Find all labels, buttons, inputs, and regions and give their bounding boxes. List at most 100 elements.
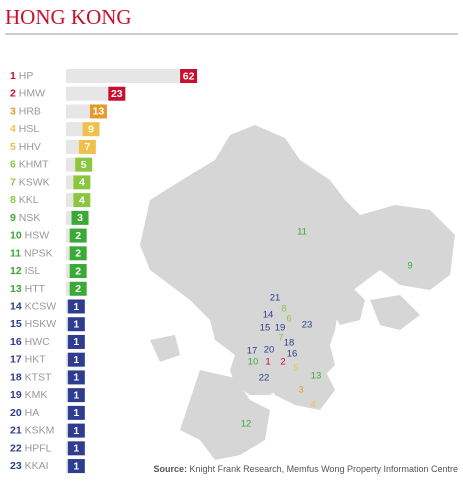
map-marker: 23	[302, 320, 313, 331]
value-box	[69, 281, 87, 296]
value-box	[67, 441, 85, 456]
category-label: HMW	[19, 88, 45, 100]
value-label: 4	[79, 177, 85, 189]
value-box	[108, 86, 126, 101]
source-note: Source: Knight Frank Research, Memfus Wo…	[154, 464, 458, 474]
row-label: 23 KKAI	[10, 460, 49, 472]
value-box	[180, 69, 198, 83]
bar	[66, 175, 74, 190]
row-label: 18 KTST	[10, 371, 52, 383]
row-label: 3 HRB	[10, 105, 41, 117]
value-box	[67, 459, 85, 474]
row-label: 11 NPSK	[10, 247, 53, 259]
map-marker: 22	[259, 373, 270, 384]
map-marker: 18	[284, 338, 295, 349]
category-label: KHMT	[19, 158, 49, 170]
map-marker: 3	[298, 385, 303, 396]
map-marker: 21	[270, 293, 281, 304]
value-box	[89, 104, 107, 119]
rank: 5	[10, 141, 16, 153]
value-label: 1	[73, 372, 79, 384]
row-label: 12 ISL	[10, 265, 41, 277]
value-label: 13	[93, 106, 105, 118]
category-label: NSK	[19, 212, 41, 224]
map-marker: 12	[241, 419, 252, 430]
value-box	[69, 264, 87, 279]
map-marker: 2	[280, 357, 285, 368]
bar	[66, 104, 90, 119]
category-label: HHV	[19, 141, 41, 153]
row-label: 9 NSK	[10, 212, 40, 224]
rank: 9	[10, 212, 16, 224]
rank: 8	[10, 194, 16, 206]
value-box	[73, 193, 91, 208]
bar	[66, 139, 79, 154]
rank: 11	[10, 247, 21, 259]
bar	[66, 246, 70, 261]
value-label: 1	[73, 319, 79, 331]
row-label: 2 HMW	[10, 88, 45, 100]
row-label: 22 HPFL	[10, 442, 52, 454]
category-label: KMK	[25, 389, 48, 401]
value-label: 1	[73, 301, 79, 313]
bar	[66, 281, 70, 296]
category-label: HA	[25, 407, 40, 419]
bar	[66, 69, 181, 83]
rank: 15	[10, 318, 22, 330]
rank: 10	[10, 229, 22, 241]
row-label: 20 HA	[10, 407, 39, 419]
rank: 6	[10, 158, 16, 170]
value-box	[73, 175, 91, 190]
category-label: KCSW	[25, 300, 57, 312]
map-marker: 9	[407, 261, 412, 272]
source-text: Knight Frank Research, Memfus Wong Prope…	[190, 464, 458, 474]
category-label: KSKM	[25, 424, 55, 436]
map-marker: 8	[281, 304, 286, 315]
value-label: 9	[88, 123, 94, 135]
bar	[66, 459, 68, 474]
value-box	[67, 423, 85, 438]
rank: 1	[10, 70, 16, 82]
value-box	[67, 317, 85, 332]
value-box	[67, 352, 85, 367]
value-label: 1	[73, 389, 79, 401]
category-label: ISL	[25, 265, 41, 277]
row-label: 14 KCSW	[10, 300, 56, 312]
bar	[66, 317, 68, 332]
row-label: 6 KHMT	[10, 158, 49, 170]
row-label: 16 HWC	[10, 336, 50, 348]
value-label: 1	[73, 460, 79, 472]
category-label: KKAI	[25, 460, 49, 472]
row-label: 1 HP	[10, 70, 33, 82]
row-label: 21 KSKM	[10, 424, 54, 436]
value-box	[71, 210, 89, 225]
map-marker: 14	[263, 310, 274, 321]
bar	[66, 388, 68, 403]
bar	[66, 370, 68, 385]
category-label: HKT	[25, 353, 47, 365]
rank: 23	[10, 460, 22, 472]
category-label: HSKW	[25, 318, 57, 330]
row-label: 8 KKL	[10, 194, 39, 206]
value-box	[67, 299, 85, 314]
value-label: 1	[73, 443, 79, 455]
row-label: 17 HKT	[10, 353, 46, 365]
row-label: 10 HSW	[10, 229, 49, 241]
rank: 7	[10, 176, 16, 188]
value-box	[67, 388, 85, 403]
value-label: 1	[73, 354, 79, 366]
value-label: 4	[79, 194, 85, 206]
bar	[66, 441, 68, 456]
value-box	[82, 122, 100, 137]
bar	[66, 86, 109, 101]
value-box	[67, 370, 85, 385]
rank: 4	[10, 123, 16, 135]
map-marker: 1	[265, 357, 270, 368]
value-label: 62	[183, 70, 195, 82]
category-label: HRB	[19, 105, 41, 117]
value-label: 2	[75, 230, 81, 242]
map-land	[320, 285, 365, 325]
value-box	[75, 157, 93, 172]
rank: 3	[10, 105, 16, 117]
